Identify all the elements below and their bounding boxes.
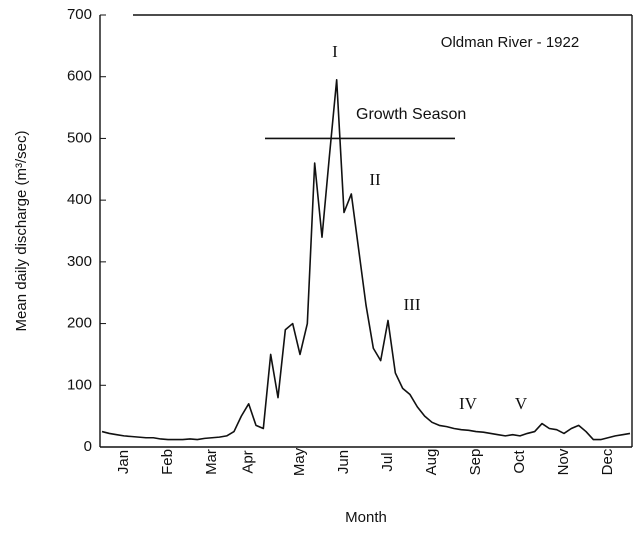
x-tick-label: Apr	[240, 450, 257, 473]
y-tick-label: 400	[67, 191, 92, 208]
phase-label: II	[369, 170, 381, 189]
y-tick-label: 300	[67, 253, 92, 270]
annotation-title: Oldman River - 1922	[441, 34, 579, 51]
x-tick-label: Mar	[203, 449, 220, 475]
y-tick-label: 0	[84, 438, 92, 455]
y-tick-label: 500	[67, 129, 92, 146]
y-tick-label: 700	[67, 6, 92, 23]
x-tick-label: May	[291, 447, 308, 476]
x-tick-label: Jan	[115, 450, 132, 474]
x-tick-label: Oct	[511, 450, 528, 474]
discharge-line	[101, 79, 631, 441]
x-tick-label: Aug	[423, 449, 440, 476]
y-tick-label: 100	[67, 376, 92, 393]
y-tick-label: 600	[67, 68, 92, 85]
x-tick-label: Jul	[379, 452, 396, 471]
phase-label: V	[515, 394, 528, 413]
x-tick-label: Feb	[159, 449, 176, 475]
y-tick-label: 200	[67, 315, 92, 332]
x-tick-label: Sep	[467, 449, 484, 476]
phase-label: IV	[459, 394, 478, 413]
x-tick-label: Dec	[599, 448, 616, 475]
growth-season-label: Growth Season	[356, 106, 466, 123]
phase-label: I	[332, 42, 338, 61]
x-tick-label: Nov	[555, 448, 572, 475]
y-axis-label: Mean daily discharge (m³/sec)	[13, 131, 30, 332]
x-tick-label: Jun	[335, 450, 352, 474]
phase-label: III	[404, 295, 421, 314]
x-axis-label: Month	[345, 509, 387, 526]
